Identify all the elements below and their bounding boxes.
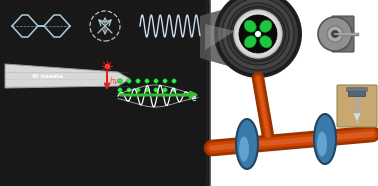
Ellipse shape xyxy=(236,119,258,169)
Text: hν: hν xyxy=(110,76,119,86)
Ellipse shape xyxy=(244,20,256,32)
Circle shape xyxy=(172,79,176,83)
Text: e⁻: e⁻ xyxy=(192,94,201,103)
FancyBboxPatch shape xyxy=(0,0,210,186)
Polygon shape xyxy=(205,24,235,50)
FancyBboxPatch shape xyxy=(332,16,354,52)
Circle shape xyxy=(255,31,261,37)
Circle shape xyxy=(118,88,122,92)
Polygon shape xyxy=(200,8,228,66)
Ellipse shape xyxy=(318,17,352,51)
Ellipse shape xyxy=(260,36,272,48)
Circle shape xyxy=(145,88,149,92)
Circle shape xyxy=(127,79,131,83)
Ellipse shape xyxy=(317,132,327,156)
FancyBboxPatch shape xyxy=(347,88,367,91)
Ellipse shape xyxy=(231,7,285,62)
Circle shape xyxy=(118,79,122,83)
FancyBboxPatch shape xyxy=(349,89,366,97)
Circle shape xyxy=(136,79,140,83)
Ellipse shape xyxy=(327,26,343,42)
Ellipse shape xyxy=(239,137,249,161)
Polygon shape xyxy=(353,113,361,122)
Text: W needle: W needle xyxy=(32,73,63,78)
Ellipse shape xyxy=(214,0,302,78)
Circle shape xyxy=(163,79,167,83)
Ellipse shape xyxy=(332,31,339,38)
Ellipse shape xyxy=(260,20,272,32)
Ellipse shape xyxy=(227,3,289,65)
Circle shape xyxy=(163,88,167,92)
Ellipse shape xyxy=(222,0,294,70)
Circle shape xyxy=(127,88,131,92)
Ellipse shape xyxy=(234,10,282,58)
Ellipse shape xyxy=(217,0,299,75)
Ellipse shape xyxy=(314,114,336,164)
Circle shape xyxy=(172,88,176,92)
Circle shape xyxy=(154,79,158,83)
Circle shape xyxy=(145,79,149,83)
Circle shape xyxy=(154,88,158,92)
Circle shape xyxy=(136,88,140,92)
FancyBboxPatch shape xyxy=(337,85,377,127)
Ellipse shape xyxy=(244,36,256,48)
Ellipse shape xyxy=(239,15,277,53)
Polygon shape xyxy=(5,64,130,88)
